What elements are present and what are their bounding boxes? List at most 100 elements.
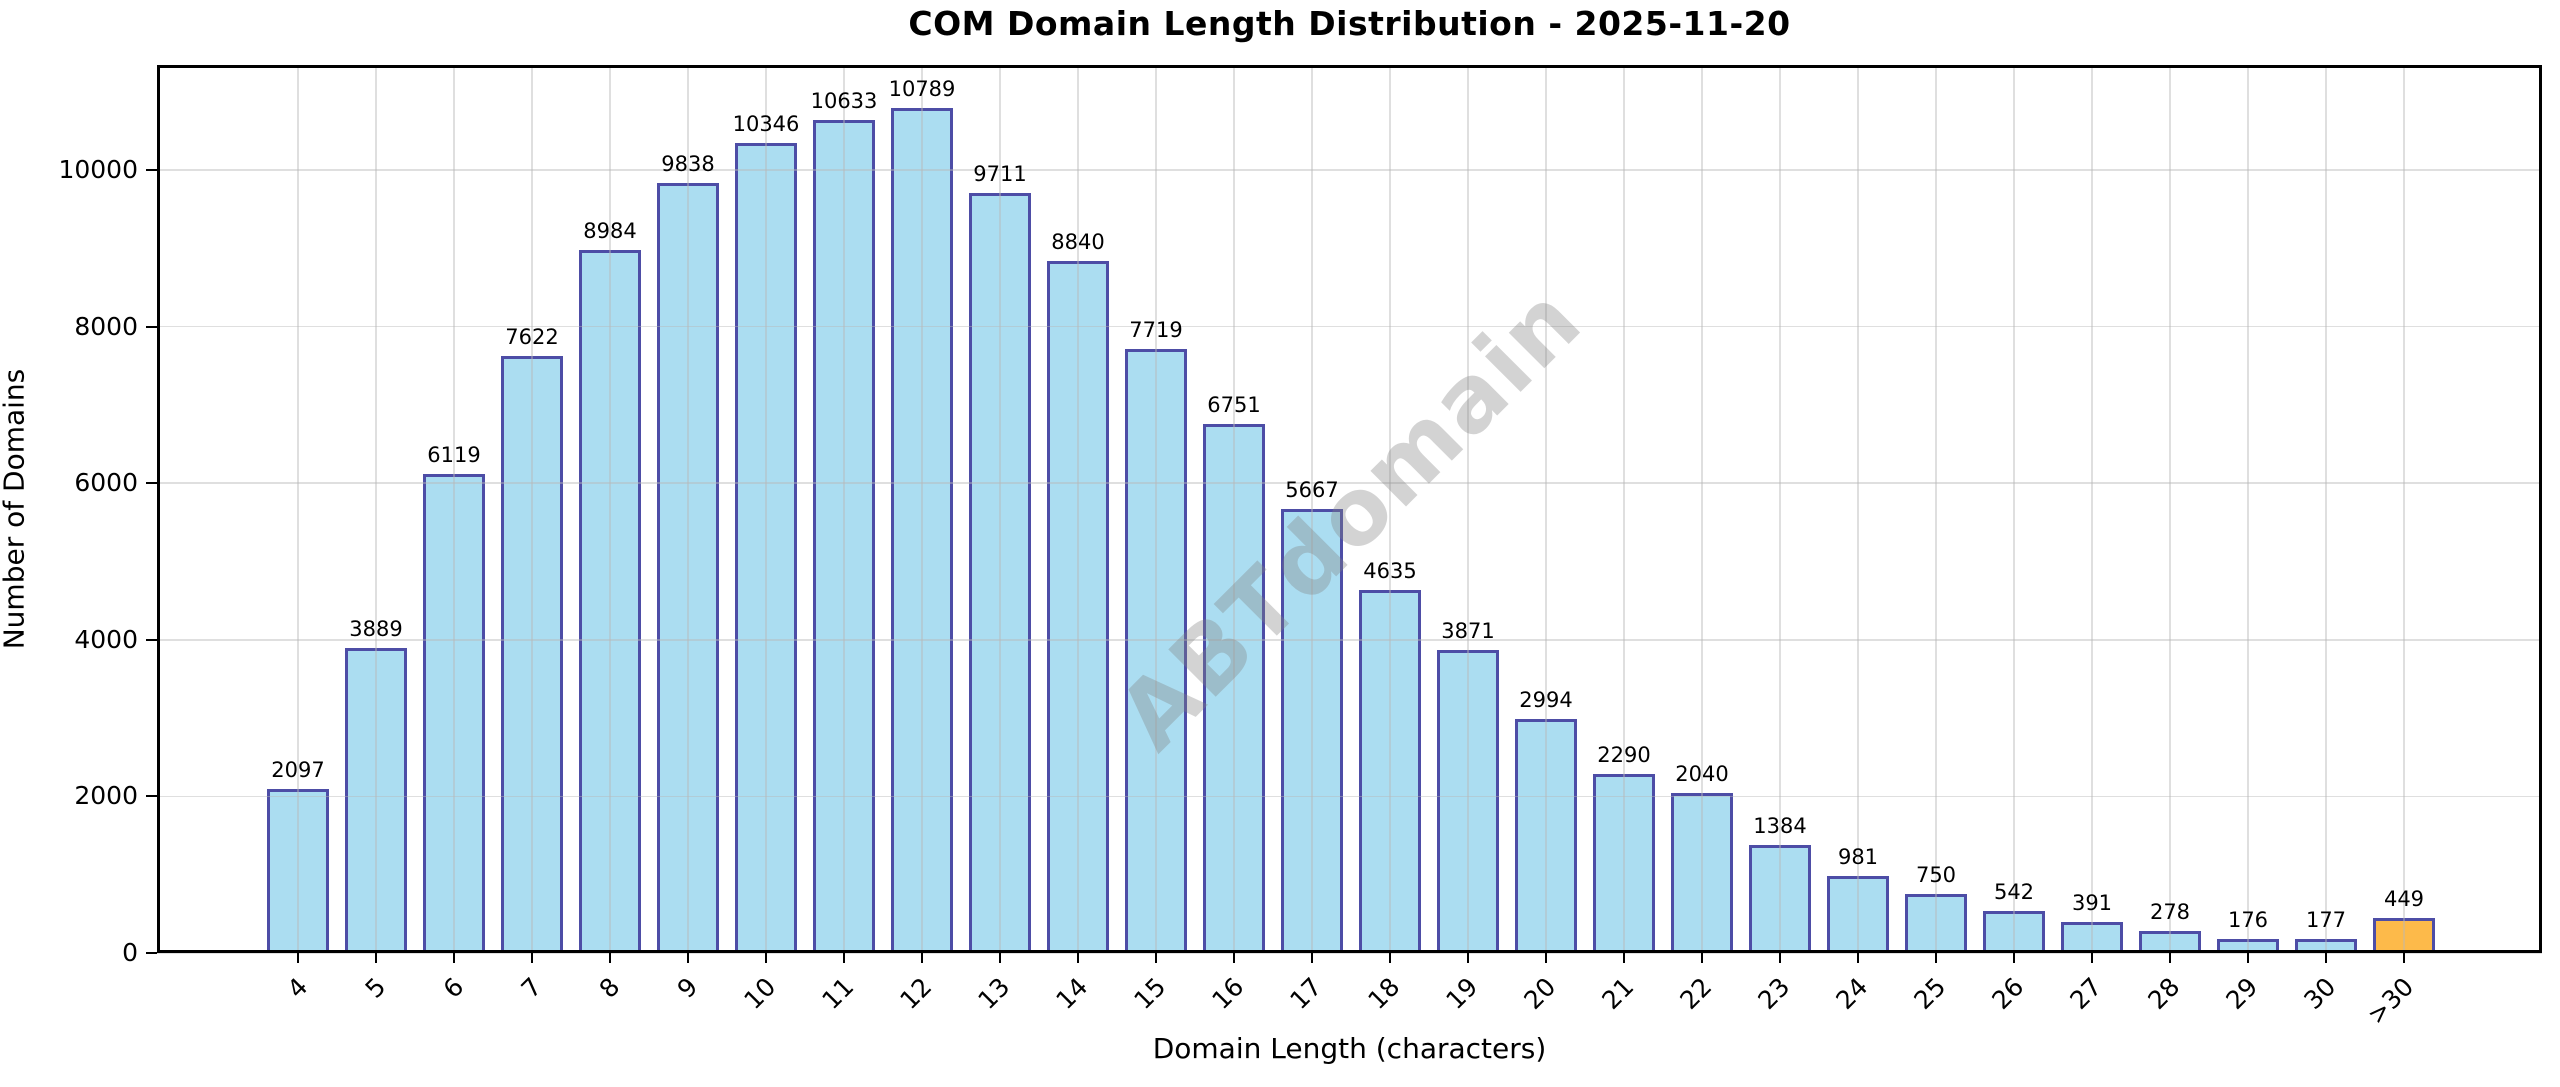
bar-20 bbox=[1515, 718, 1577, 953]
bar-value-label: 750 bbox=[1915, 863, 1957, 888]
y-tick-label: 8000 bbox=[74, 311, 138, 341]
x-axis-tick bbox=[1701, 953, 1703, 963]
gridline-vertical bbox=[1311, 65, 1313, 953]
y-tick-label: 2000 bbox=[74, 781, 138, 811]
x-axis-tick bbox=[609, 953, 611, 963]
x-tick-label: 25 bbox=[1908, 972, 1952, 1016]
bar-21 bbox=[1593, 773, 1655, 953]
x-axis-tick bbox=[1077, 953, 1079, 963]
bar-17 bbox=[1281, 509, 1343, 953]
x-axis-tick bbox=[687, 953, 689, 963]
y-axis-tick bbox=[146, 168, 157, 171]
x-tick-label: 18 bbox=[1362, 972, 1406, 1016]
y-axis-tick bbox=[146, 325, 157, 328]
gridline-horizontal bbox=[157, 169, 2542, 171]
x-tick-label: 30 bbox=[2298, 972, 2342, 1016]
x-tick-label: 23 bbox=[1752, 972, 1796, 1016]
gridline-vertical bbox=[687, 65, 689, 953]
gridline-vertical bbox=[765, 65, 767, 953]
bar-22 bbox=[1671, 793, 1733, 953]
gridline-vertical bbox=[2091, 65, 2093, 953]
bar-13 bbox=[969, 192, 1031, 953]
x-tick-label: 15 bbox=[1128, 972, 1172, 1016]
bar-value-label: 6751 bbox=[1207, 393, 1261, 418]
x-axis-tick bbox=[2325, 953, 2327, 963]
gridline-vertical bbox=[375, 65, 377, 953]
x-axis-tick bbox=[2169, 953, 2171, 963]
x-tick-label: 22 bbox=[1674, 972, 1718, 1016]
gridline-vertical bbox=[609, 65, 611, 953]
x-tick-label: 16 bbox=[1206, 972, 1250, 1016]
gridline-vertical bbox=[1467, 65, 1469, 953]
bar-value-label: 10633 bbox=[810, 89, 878, 114]
gridline-vertical bbox=[2247, 65, 2249, 953]
gridline-vertical bbox=[453, 65, 455, 953]
x-tick-label: 27 bbox=[2064, 972, 2108, 1016]
bar-11 bbox=[813, 120, 875, 953]
x-axis-tick bbox=[1389, 953, 1391, 963]
x-tick-label: 19 bbox=[1440, 972, 1484, 1016]
x-axis-tick bbox=[375, 953, 377, 963]
x-tick-label: 29 bbox=[2220, 972, 2264, 1016]
bar-value-label: 2290 bbox=[1597, 742, 1651, 767]
bar-value-label: 5667 bbox=[1285, 478, 1339, 503]
x-axis-tick bbox=[1467, 953, 1469, 963]
x-tick-label: 8 bbox=[593, 972, 626, 1004]
gridline-vertical bbox=[1155, 65, 1157, 953]
bar-value-label: 6119 bbox=[427, 442, 481, 467]
x-axis-tick bbox=[453, 953, 455, 963]
bar-value-label: 10346 bbox=[732, 111, 800, 136]
y-axis-tick bbox=[146, 482, 157, 485]
bar-value-label: 391 bbox=[2071, 891, 2113, 916]
x-axis-tick bbox=[1311, 953, 1313, 963]
gridline-horizontal bbox=[157, 795, 2542, 798]
x-tick-label: 10 bbox=[738, 972, 782, 1016]
chart-title: COM Domain Length Distribution - 2025-11… bbox=[908, 4, 1791, 43]
x-tick-label: 26 bbox=[1986, 972, 2030, 1016]
x-axis-tick bbox=[297, 953, 299, 963]
x-axis-tick bbox=[765, 953, 767, 963]
x-tick-label: 4 bbox=[281, 972, 314, 1004]
bar-14 bbox=[1047, 260, 1109, 953]
gridline-vertical bbox=[1857, 65, 1859, 953]
gridline-vertical bbox=[297, 65, 299, 953]
gridline-vertical bbox=[531, 65, 533, 953]
bar-25 bbox=[1905, 894, 1967, 953]
x-tick-label: 6 bbox=[437, 972, 470, 1004]
gridline-vertical bbox=[1623, 65, 1625, 953]
bar-9 bbox=[657, 182, 719, 953]
x-tick-label: 14 bbox=[1050, 972, 1094, 1016]
x-axis-tick bbox=[1545, 953, 1547, 963]
x-tick-label: >30 bbox=[2361, 972, 2420, 1030]
bar-19 bbox=[1437, 649, 1499, 953]
bar-value-label: 542 bbox=[1993, 879, 2035, 904]
gridline-vertical bbox=[1701, 65, 1703, 953]
x-axis-tick bbox=[1155, 953, 1157, 963]
bar-value-label: 8840 bbox=[1051, 229, 1105, 254]
x-tick-label: 12 bbox=[894, 972, 938, 1016]
bar-value-label: 177 bbox=[2305, 908, 2347, 933]
plot-area: ABTdomain 2097 3889 6119 7622 8984 9838 10346 1… bbox=[157, 65, 2542, 954]
bar-value-label: 2040 bbox=[1675, 762, 1729, 787]
bar-value-label: 7719 bbox=[1129, 317, 1183, 342]
x-axis-tick bbox=[2091, 953, 2093, 963]
gridline-vertical bbox=[1389, 65, 1391, 953]
y-tick-label: 10000 bbox=[58, 154, 138, 184]
bar-10 bbox=[735, 142, 797, 953]
bar-value-label: 9711 bbox=[973, 161, 1027, 186]
bar-5 bbox=[345, 648, 407, 953]
gridline-vertical bbox=[999, 65, 1001, 953]
gridline-vertical bbox=[1779, 65, 1781, 953]
gridline-vertical bbox=[1545, 65, 1547, 953]
y-tick-label: 0 bbox=[122, 938, 138, 967]
gridline-horizontal bbox=[157, 639, 2542, 641]
bar-value-label: 278 bbox=[2149, 900, 2191, 925]
gridline-vertical bbox=[921, 65, 923, 953]
x-axis-label: Domain Length (characters) bbox=[1152, 1032, 1547, 1065]
y-axis-label: Number of Domains bbox=[0, 368, 31, 650]
gridline-vertical bbox=[2403, 65, 2405, 953]
x-axis-tick bbox=[531, 953, 533, 963]
bar-value-label: 176 bbox=[2227, 908, 2269, 933]
bar-value-label: 7622 bbox=[505, 325, 559, 350]
